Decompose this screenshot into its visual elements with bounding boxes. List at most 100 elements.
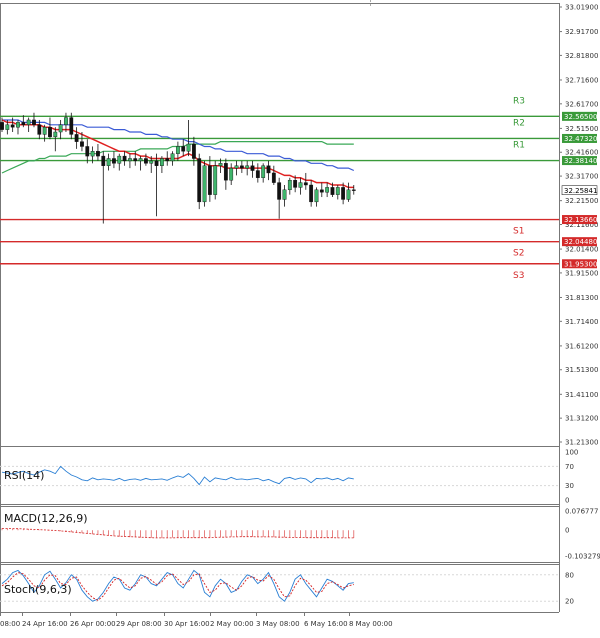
candle-body xyxy=(37,124,42,135)
level-price-label: 32.47320 xyxy=(564,135,597,143)
candle-body xyxy=(69,117,74,135)
candle-body xyxy=(16,122,20,128)
candle-body xyxy=(80,141,84,147)
price-tick-label: 31.41100 xyxy=(565,391,598,399)
rsi-panel: 100 70 30 0 RSI(14) xyxy=(0,449,578,505)
price-tick-label: 32.31700 xyxy=(565,173,598,181)
price-tick-label: 31.71400 xyxy=(565,318,598,326)
rsi-tick-label: 100 xyxy=(565,449,578,457)
candle-body xyxy=(26,119,31,125)
candle-body xyxy=(106,158,111,166)
candle-body xyxy=(298,182,303,188)
candle-body xyxy=(207,165,212,195)
level-price-label: 32.56500 xyxy=(564,113,597,121)
price-tick-label: 32.51500 xyxy=(565,125,598,133)
level-label-r2: R2 xyxy=(513,118,525,128)
level-price-box xyxy=(562,156,597,166)
price-tick-label: 32.71600 xyxy=(565,76,598,84)
time-tick-label: 6 May 16:00 xyxy=(304,620,348,628)
current-price-label: 32.25841 xyxy=(564,187,597,195)
panel-frames xyxy=(0,0,560,613)
price-tick-label: 31.81300 xyxy=(565,294,598,302)
macd-tick-label: -0.103279 xyxy=(565,553,600,561)
candle-body xyxy=(282,189,287,200)
candle-body xyxy=(293,179,298,188)
candle-body xyxy=(48,126,52,138)
rsi-tick-label: 70 xyxy=(565,463,574,471)
time-tick-label: 3 May 08:00 xyxy=(256,620,300,628)
candle-body xyxy=(175,146,180,154)
level-label-r1: R1 xyxy=(513,141,525,151)
candle-body xyxy=(213,165,218,195)
level-label-s3: S3 xyxy=(513,271,524,281)
candle-body xyxy=(144,158,148,164)
candle-body xyxy=(154,160,159,166)
candlesticks xyxy=(0,112,356,224)
candle-body xyxy=(85,146,90,157)
price-tick-label: 32.11600 xyxy=(565,221,598,229)
macd-title: MACD(12,26,9) xyxy=(4,512,88,525)
price-axis: 33.01900 32.91700 32.81800 32.71600 32.61700… xyxy=(559,4,598,447)
rsi-title: RSI(14) xyxy=(4,469,44,482)
candle-body xyxy=(159,158,164,166)
stoch-d-line xyxy=(1,572,354,601)
price-tick-label: 31.61200 xyxy=(565,342,598,350)
price-tick-label: 33.01900 xyxy=(565,4,598,12)
candle-body xyxy=(351,189,356,191)
time-tick-label: 24 Apr 16:00 xyxy=(22,620,68,628)
candle-body xyxy=(266,165,271,174)
candle-body xyxy=(239,165,244,169)
candle-body xyxy=(170,153,175,162)
candle-body xyxy=(5,124,10,130)
candle-body xyxy=(96,151,100,157)
rsi-line xyxy=(1,465,354,486)
candle-body xyxy=(309,184,314,203)
candle-body xyxy=(341,187,346,200)
price-tick-label: 31.31200 xyxy=(565,415,598,423)
stoch-tick-label: 80 xyxy=(565,571,574,579)
candle-body xyxy=(21,122,26,125)
candle-body xyxy=(218,163,223,166)
price-tick-label: 31.51300 xyxy=(565,366,598,374)
candle-body xyxy=(197,158,202,203)
candle-body xyxy=(112,158,116,164)
price-tick-label: 32.81800 xyxy=(565,52,598,60)
candle-body xyxy=(303,182,308,186)
level-price-box xyxy=(562,215,597,225)
time-tick-label: 26 Apr 00:00 xyxy=(70,620,116,628)
stoch-tick-label: 20 xyxy=(565,598,574,606)
pivot-levels: R3 R2 R1 S1 S2 S3 xyxy=(0,96,559,281)
candle-body xyxy=(64,117,68,125)
candle-body xyxy=(234,165,239,169)
level-price-label: 31.95300 xyxy=(564,260,597,268)
level-label-r3: R3 xyxy=(513,96,525,106)
time-tick-label: 30 Apr 16:00 xyxy=(164,620,210,628)
stoch-k-line xyxy=(1,569,354,602)
time-tick-label: 29 Apr 08:00 xyxy=(116,620,162,628)
candle-body xyxy=(314,189,319,203)
candle-body xyxy=(74,134,79,142)
candle-body xyxy=(181,146,186,152)
macd-tick-label: 0 xyxy=(565,527,569,535)
price-tick-label: 31.91500 xyxy=(565,269,598,277)
candle-body xyxy=(117,155,122,164)
price-tick-label: 32.21500 xyxy=(565,197,598,205)
candle-body xyxy=(202,165,207,203)
candle-body xyxy=(261,165,266,178)
candle-body xyxy=(186,143,191,152)
candle-body xyxy=(245,165,250,169)
macd-panel: 0.076777 0 -0.103279 MACD(12,26,9) xyxy=(1,508,600,561)
time-tick-label: 08:00 xyxy=(0,620,20,628)
candle-body xyxy=(319,189,324,193)
candle-body xyxy=(42,126,47,135)
candle-body xyxy=(223,163,228,181)
level-price-box xyxy=(562,111,597,121)
candle-body xyxy=(53,131,58,138)
candle-body xyxy=(346,189,351,200)
level-price-label: 32.38140 xyxy=(564,157,597,165)
candle-body xyxy=(271,172,276,183)
price-tick-label: 32.41600 xyxy=(565,149,598,157)
rsi-tick-label: 0 xyxy=(565,497,569,505)
